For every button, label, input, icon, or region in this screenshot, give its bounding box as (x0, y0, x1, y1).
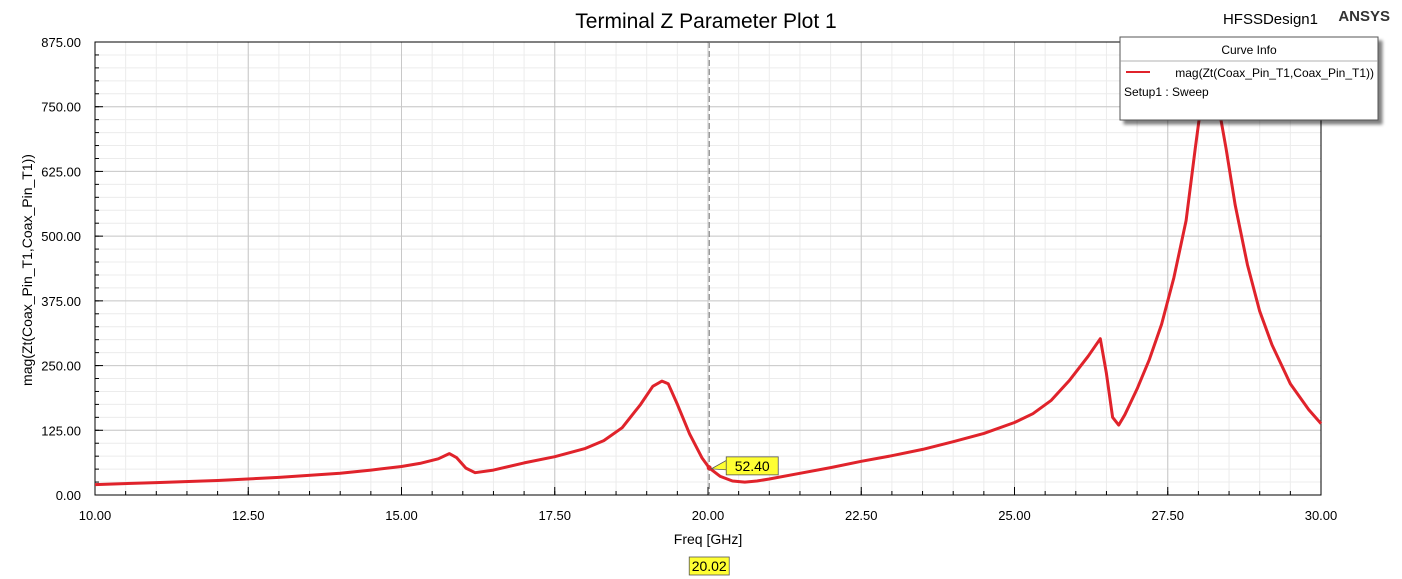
marker-x-flag[interactable]: 20.02 (688, 556, 730, 576)
y-axis-label: mag(Zt(Coax_Pin_T1,Coax_Pin_T1)) (19, 154, 35, 386)
marker-point[interactable] (706, 465, 712, 471)
y-tick-label: 250.00 (41, 359, 81, 374)
legend-box (1119, 36, 1379, 121)
x-tick-label: 27.50 (1151, 508, 1184, 523)
chart-title: Terminal Z Parameter Plot 1 (575, 10, 836, 33)
x-axis-label: Freq [GHz] (674, 531, 742, 547)
legend-series-name: mag(Zt(Coax_Pin_T1,Coax_Pin_T1)) (1175, 66, 1374, 80)
major-grid (95, 42, 1321, 495)
y-tick-label: 375.00 (41, 294, 81, 309)
x-tick-label: 22.50 (845, 508, 878, 523)
y-tick-labels: 0.00 125.00 250.00 375.00 500.00 625.00 750.00… (41, 35, 81, 503)
x-tick-label: 30.00 (1305, 508, 1338, 523)
marker-y-label: 52.40 (735, 458, 770, 474)
y-tick-label: 625.00 (41, 164, 81, 179)
y-tick-label: 500.00 (41, 229, 81, 244)
y-tick-label: 875.00 (41, 35, 81, 50)
marker-x-box (688, 556, 730, 576)
legend-series-setup: Setup1 : Sweep (1124, 85, 1209, 99)
x-tick-label: 12.50 (232, 508, 265, 523)
y-tick-label: 0.00 (56, 488, 81, 503)
marker-y-flag[interactable]: 52.40 (709, 456, 779, 476)
marker-y-box (725, 456, 779, 476)
x-tick-label: 15.00 (385, 508, 418, 523)
x-tick-label: 10.00 (79, 508, 112, 523)
tick-marks (94, 41, 1322, 496)
y-tick-label: 125.00 (41, 423, 81, 438)
design-name: HFSSDesign1 (1223, 11, 1318, 28)
x-tick-labels: 10.00 12.50 15.00 17.50 20.00 22.50 25.00 27.50… (79, 508, 1338, 523)
x-tick-label: 20.00 (692, 508, 725, 523)
brand-logo: ANSYS (1338, 8, 1390, 25)
marker-x-label: 20.02 (692, 558, 727, 574)
legend[interactable] (1119, 36, 1379, 121)
y-tick-label: 750.00 (41, 100, 81, 115)
legend-title: Curve Info (1221, 43, 1277, 57)
x-tick-label: 25.00 (998, 508, 1031, 523)
x-tick-label: 17.50 (538, 508, 571, 523)
series-line (94, 84, 1323, 487)
